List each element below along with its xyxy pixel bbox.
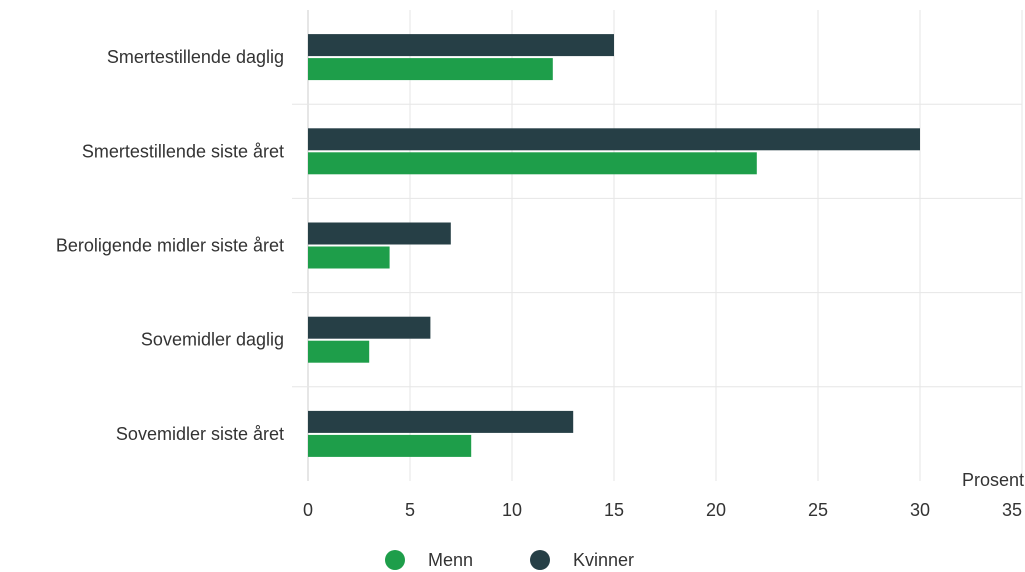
category-labels: Smertestillende daglig Smertestillende si…	[56, 47, 284, 444]
x-tick-label: 5	[405, 500, 415, 520]
bar-kvinner-1	[308, 128, 920, 151]
legend-marker-kvinner	[530, 550, 550, 570]
category-label: Sovemidler daglig	[141, 330, 284, 350]
bar-kvinner-3	[308, 316, 431, 339]
x-tick-label: 30	[910, 500, 930, 520]
x-axis-title: Prosent	[962, 470, 1024, 490]
x-tick-labels: 0 5 10 15 20 25 30 35	[303, 500, 1022, 520]
legend: Menn Kvinner	[385, 550, 634, 570]
category-label: Smertestillende daglig	[107, 47, 284, 67]
gridlines	[307, 10, 1023, 481]
bars	[308, 34, 920, 457]
category-separators	[292, 103, 1022, 388]
legend-marker-menn	[385, 550, 405, 570]
x-tick-label: 15	[604, 500, 624, 520]
x-tick-label: 10	[502, 500, 522, 520]
category-label: Beroligende midler siste året	[56, 236, 284, 256]
bar-menn-2	[308, 246, 390, 269]
x-tick-label: 35	[1002, 500, 1022, 520]
bar-menn-0	[308, 58, 553, 81]
bar-kvinner-2	[308, 222, 451, 245]
x-tick-label: 0	[303, 500, 313, 520]
category-label: Smertestillende siste året	[82, 141, 284, 161]
bar-kvinner-4	[308, 410, 574, 433]
x-tick-label: 25	[808, 500, 828, 520]
bar-menn-3	[308, 340, 370, 363]
bar-kvinner-0	[308, 34, 614, 57]
legend-label-kvinner[interactable]: Kvinner	[573, 550, 634, 570]
bar-menn-1	[308, 152, 757, 175]
bar-menn-4	[308, 434, 472, 457]
category-label: Sovemidler siste året	[116, 424, 284, 444]
legend-label-menn[interactable]: Menn	[428, 550, 473, 570]
x-tick-label: 20	[706, 500, 726, 520]
